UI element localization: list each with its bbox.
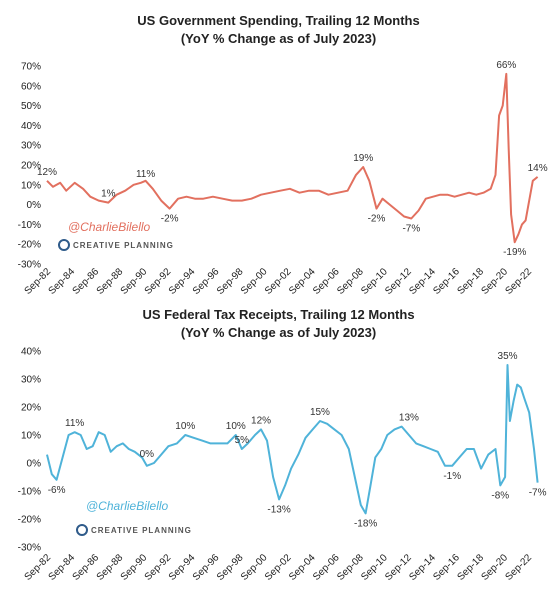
tax-receipts-data-label: -1% [443, 471, 461, 482]
tax-receipts-ytick-label: 10% [21, 431, 41, 442]
spending-data-label: -19% [503, 247, 526, 258]
tax-receipts-chart-subtitle: (YoY % Change as of July 2023) [180, 325, 377, 340]
spending-ytick-label: 20% [21, 161, 41, 172]
tax-receipts-data-label: -6% [48, 485, 66, 496]
tax-receipts-data-label: 15% [310, 407, 330, 418]
spending-data-label: 14% [528, 163, 548, 174]
tax-receipts-chart-plot: 40%30%20%10%0%-10%-20%-30%Sep-82Sep-84Se… [18, 347, 547, 583]
spending-data-label: -2% [161, 214, 179, 225]
spending-ytick-label: 30% [21, 141, 41, 152]
spending-data-label: 1% [101, 189, 116, 200]
spending-chart-plot: 70%60%50%40%30%20%10%0%-10%-20%-30%Sep-8… [18, 60, 548, 297]
spending-ytick-label: -20% [18, 240, 41, 251]
spending-brand: CREATIVE PLANNING [73, 241, 174, 250]
tax-receipts-data-label: 35% [498, 351, 518, 362]
spending-ytick-label: -10% [18, 220, 41, 231]
spending-ytick-label: 70% [21, 62, 41, 73]
tax-receipts-chart-title: US Federal Tax Receipts, Trailing 12 Mon… [142, 307, 415, 322]
spending-data-label: -7% [402, 223, 420, 234]
tax-receipts-data-label: 5% [235, 435, 250, 446]
tax-receipts-ytick-label: -30% [18, 543, 41, 554]
tax-receipts-data-label: -13% [267, 504, 290, 515]
spending-ytick-label: 60% [21, 81, 41, 92]
spending-data-label: 12% [37, 167, 57, 178]
spending-ytick-label: 0% [27, 200, 42, 211]
tax-receipts-data-label: 0% [140, 449, 155, 460]
tax-receipts-data-label: 12% [251, 415, 271, 426]
tax-receipts-ytick-label: 30% [21, 375, 41, 386]
spending-watermark: @CharlieBilello [68, 220, 151, 234]
tax-receipts-data-label: 10% [175, 421, 195, 432]
spending-ytick-label: 40% [21, 121, 41, 132]
spending-data-label: 66% [496, 60, 516, 71]
tax-receipts-brand-logo-icon [76, 524, 88, 536]
tax-receipts-ytick-label: -20% [18, 515, 41, 526]
spending-ytick-label: 50% [21, 101, 41, 112]
spending-series-line [46, 72, 539, 244]
tax-receipts-ytick-label: 40% [21, 347, 41, 358]
spending-brand-logo-icon [58, 239, 70, 251]
tax-receipts-watermark: @CharlieBilello [86, 499, 169, 513]
tax-receipts-data-label: 13% [399, 413, 419, 424]
tax-receipts-ytick-label: 20% [21, 403, 41, 414]
tax-receipts-data-label: -8% [491, 490, 509, 501]
tax-receipts-chart: US Federal Tax Receipts, Trailing 12 Mon… [0, 300, 557, 605]
tax-receipts-data-label: -18% [354, 518, 377, 529]
spending-data-label: 11% [136, 169, 155, 180]
spending-chart-subtitle: (YoY % Change as of July 2023) [180, 31, 377, 46]
tax-receipts-xtick-label: Sep-22 [504, 552, 535, 583]
tax-receipts-ytick-label: 0% [27, 459, 42, 470]
spending-data-label: 19% [353, 153, 373, 164]
spending-chart-title: US Government Spending, Trailing 12 Mont… [137, 13, 420, 28]
tax-receipts-data-label: 10% [226, 421, 246, 432]
tax-receipts-ytick-label: -10% [18, 487, 41, 498]
spending-data-label: -2% [368, 214, 386, 225]
tax-receipts-data-label: 11% [65, 418, 84, 429]
tax-receipts-data-label: -7% [529, 488, 547, 499]
spending-chart: US Government Spending, Trailing 12 Mont… [0, 0, 557, 300]
spending-ytick-label: 10% [21, 180, 41, 191]
spending-ytick-label: -30% [18, 260, 41, 271]
spending-xtick-label: Sep-22 [504, 266, 535, 297]
tax-receipts-brand: CREATIVE PLANNING [91, 526, 192, 535]
tax-receipts-series-line [46, 364, 539, 515]
